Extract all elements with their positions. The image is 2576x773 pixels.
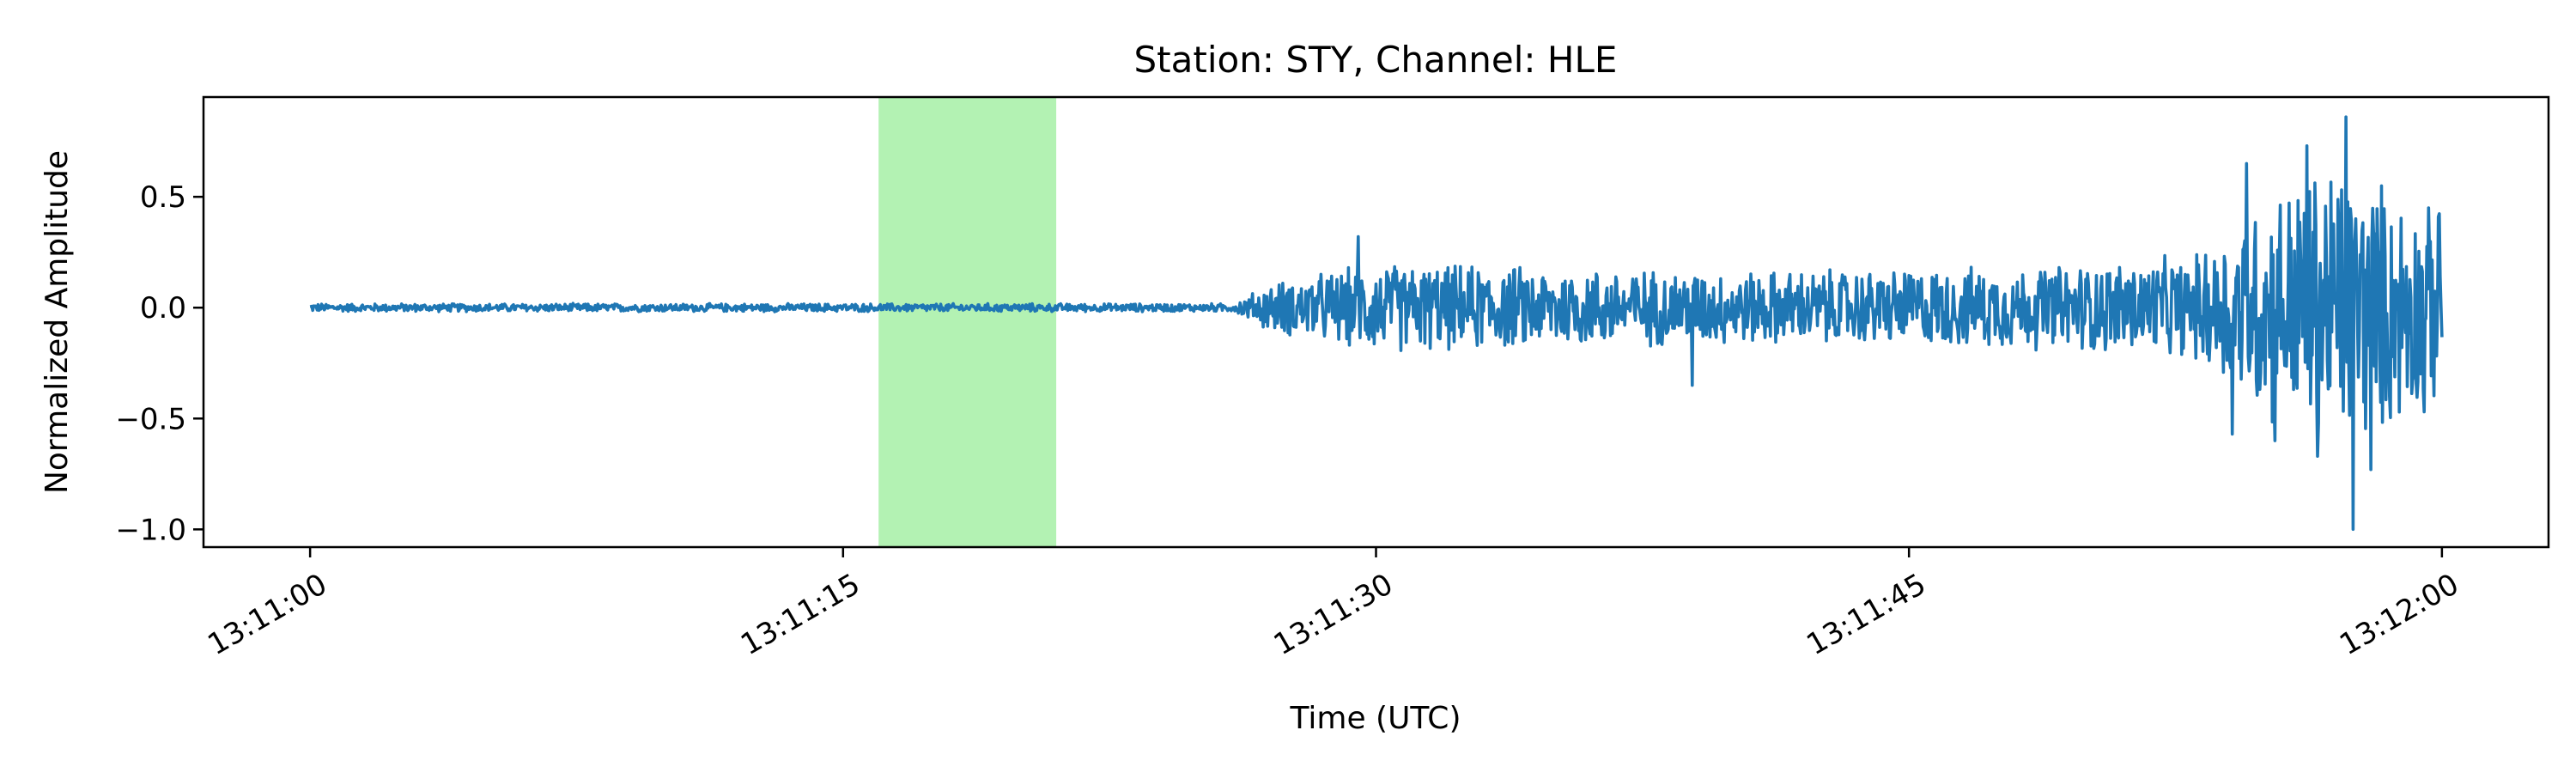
x-axis-label: Time (UTC) (1289, 701, 1461, 736)
y-tick-label: −0.5 (115, 402, 186, 436)
y-axis: 0.5 0.0 −0.5 −1.0 (115, 180, 204, 547)
highlight-band (878, 97, 1057, 547)
x-tick-label: 13:11:45 (1801, 567, 1931, 662)
series-layer (309, 115, 2444, 532)
y-tick-label: −1.0 (115, 513, 186, 547)
y-axis-label: Normalized Amplitude (39, 150, 75, 494)
chart-title: Station: STY, Channel: HLE (1134, 39, 1618, 81)
y-tick-label: 0.0 (140, 291, 186, 326)
x-tick-label: 13:11:00 (202, 567, 332, 662)
x-tick-label: 13:11:30 (1268, 567, 1399, 662)
x-tick-label: 13:11:15 (735, 567, 866, 662)
series-line (309, 115, 2444, 532)
x-tick-label: 13:12:00 (2334, 567, 2464, 662)
y-tick-label: 0.5 (140, 180, 186, 215)
x-axis: 13:11:00 13:11:15 13:11:30 13:11:45 13:12:00 (202, 547, 2464, 662)
